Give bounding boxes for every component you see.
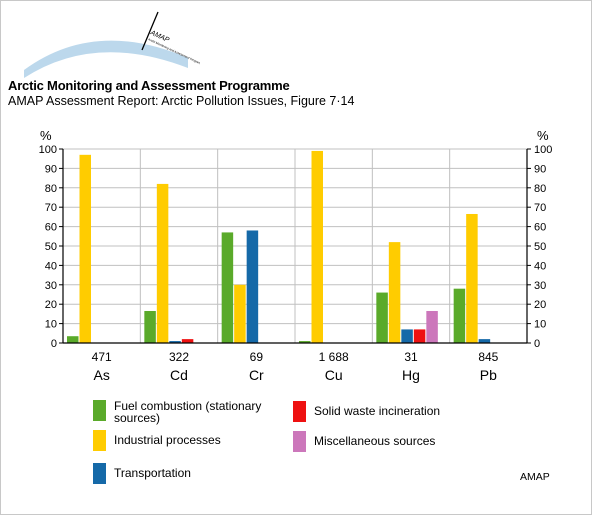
y-tick-label-left: 50 xyxy=(45,241,57,253)
bar-Cd-3 xyxy=(181,339,194,343)
y-tick-label-left: 60 xyxy=(45,222,57,234)
amap-logo: AMAP Arctic Monitoring and Assessment Pr… xyxy=(24,11,200,78)
bar-Cd-0 xyxy=(144,310,156,343)
bar-Cd-2 xyxy=(169,341,181,343)
figure-subtitle: AMAP Assessment Report: Arctic Pollution… xyxy=(8,94,355,108)
figure-title: Arctic Monitoring and Assessment Program… xyxy=(8,78,290,93)
y-tick-label-right: 60 xyxy=(534,222,546,234)
y-tick-label-right: 20 xyxy=(534,299,546,311)
bar-Pb-2 xyxy=(478,339,491,343)
legend-label: Industrial processes xyxy=(114,433,221,447)
y-tick-label-left: 70 xyxy=(45,202,57,214)
bar-Hg-2 xyxy=(401,329,413,343)
category-total-label: 845 xyxy=(478,350,498,364)
category-total-label: 322 xyxy=(169,350,189,364)
bar-Hg-1 xyxy=(388,242,401,343)
y-tick-label-left: 20 xyxy=(45,299,57,311)
bar-Cu-1 xyxy=(311,150,323,343)
bar-Hg-3 xyxy=(413,329,426,343)
bar-Cr-1 xyxy=(234,284,246,343)
legend-label: Fuel combustion (stationary sources) xyxy=(114,399,262,425)
grid-lines xyxy=(63,148,527,344)
legend-swatch xyxy=(93,430,106,451)
bar-Cd-1 xyxy=(156,183,169,343)
legend-item-miscellaneous-sources: Miscellaneous sources xyxy=(293,431,489,452)
legend-swatch xyxy=(293,401,306,422)
legend-label: Transportation xyxy=(114,466,191,480)
category-label: As xyxy=(93,367,109,383)
y-tick-label-right: 0 xyxy=(534,338,540,350)
y-tick-label-left: 0 xyxy=(51,338,57,350)
y-tick-label-left: 80 xyxy=(45,183,57,195)
bar-Pb-0 xyxy=(453,288,466,343)
y-tick-label-left: 10 xyxy=(45,319,57,331)
y-tick-label-left: 90 xyxy=(45,163,57,175)
y-tick-label-right: 40 xyxy=(534,260,546,272)
legend-label: Miscellaneous sources xyxy=(314,434,436,448)
legend-item-fuel-combustion: Fuel combustion (stationary sources) xyxy=(93,400,289,424)
bars xyxy=(67,150,491,343)
category-label: Cd xyxy=(170,367,188,383)
logo-slash xyxy=(141,11,159,51)
axes: 0 0 10 10 20 20 30 30 40 40 50 50 60 60 70 70 80 80 90 90 10… xyxy=(39,144,553,383)
bar-As-0 xyxy=(67,336,79,343)
category-label: Cr xyxy=(249,367,264,383)
credit-text: AMAP xyxy=(520,471,550,483)
bar-chart: 0 0 10 10 20 20 30 30 40 40 50 50 60 60 70 70 80 80 90 90 10… xyxy=(39,128,553,383)
y-tick-label-right: 10 xyxy=(534,319,546,331)
y-tick-label-right: 80 xyxy=(534,183,546,195)
legend-label: Solid waste incineration xyxy=(314,404,441,418)
y-tick-label-left: 100 xyxy=(39,144,57,156)
y-tick-label-right: 90 xyxy=(534,163,546,175)
bar-Hg-0 xyxy=(376,292,388,343)
bar-As-1 xyxy=(79,154,91,343)
y-axis-unit-right: % xyxy=(537,128,549,143)
category-total-label: 69 xyxy=(250,350,264,364)
category-total-label: 31 xyxy=(404,350,418,364)
legend-swatch xyxy=(93,400,106,421)
y-tick-label-right: 70 xyxy=(534,202,546,214)
bar-Cr-2 xyxy=(246,230,259,343)
y-tick-label-left: 30 xyxy=(45,280,57,292)
category-label: Pb xyxy=(480,367,497,383)
bar-Hg-4 xyxy=(426,310,438,343)
bar-Pb-1 xyxy=(466,213,478,343)
y-tick-label-right: 100 xyxy=(534,144,552,156)
category-total-label: 471 xyxy=(92,350,112,364)
y-axis-unit-left: % xyxy=(40,128,52,143)
y-tick-label-left: 40 xyxy=(45,260,57,272)
legend-swatch xyxy=(293,431,306,452)
category-label: Cu xyxy=(325,367,343,383)
bar-Cu-0 xyxy=(299,341,311,343)
y-tick-label-right: 50 xyxy=(534,241,546,253)
legend-item-transportation: Transportation xyxy=(93,463,289,484)
legend-item-solid-waste-incineration: Solid waste incineration xyxy=(293,401,489,422)
category-label: Hg xyxy=(402,367,420,383)
bar-Cr-0 xyxy=(221,232,234,343)
category-total-label: 1 688 xyxy=(319,350,349,364)
legend-swatch xyxy=(93,463,106,484)
y-tick-label-right: 30 xyxy=(534,280,546,292)
legend-item-industrial-processes: Industrial processes xyxy=(93,430,289,451)
logo-arc xyxy=(24,40,188,78)
